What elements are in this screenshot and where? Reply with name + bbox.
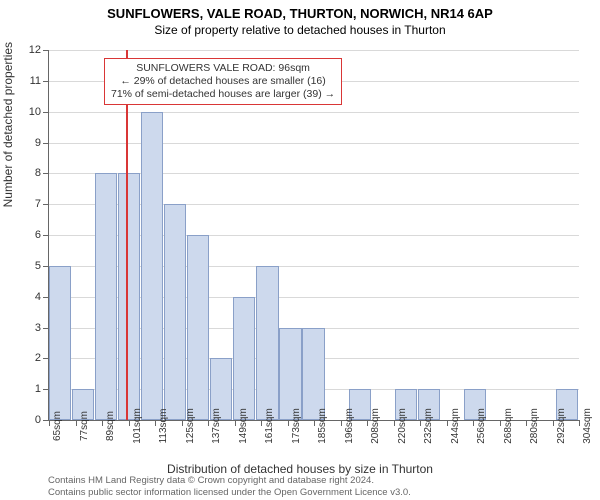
x-tick (155, 420, 156, 426)
chart-title: SUNFLOWERS, VALE ROAD, THURTON, NORWICH,… (0, 0, 600, 21)
y-tick-label: 2 (35, 352, 41, 364)
annotation-line2: ← 29% of detached houses are smaller (16… (111, 75, 335, 88)
x-tick-label: 65sqm (52, 411, 63, 441)
x-tick-label: 173sqm (291, 408, 302, 444)
y-tick-label: 9 (35, 137, 41, 149)
y-tick-label: 0 (35, 414, 41, 426)
x-tick (341, 420, 342, 426)
x-tick-label: 113sqm (158, 409, 169, 444)
annotation-line3: 71% of semi-detached houses are larger (… (111, 88, 335, 101)
y-tick-label: 1 (35, 383, 41, 395)
x-tick-label: 125sqm (185, 408, 196, 444)
x-tick (447, 420, 448, 426)
y-tick-label: 12 (29, 44, 41, 56)
x-tick (76, 420, 77, 426)
chart-subtitle: Size of property relative to detached ho… (0, 21, 600, 37)
annotation-line1: SUNFLOWERS VALE ROAD: 96sqm (111, 62, 335, 75)
x-tick (579, 420, 580, 426)
x-tick (102, 420, 103, 426)
x-tick (526, 420, 527, 426)
histogram-bar (302, 328, 324, 421)
x-tick-label: 196sqm (344, 408, 355, 444)
histogram-bar (256, 266, 278, 420)
x-tick (314, 420, 315, 426)
y-tick-label: 10 (29, 106, 41, 118)
y-tick (43, 143, 49, 144)
footer-line2: Contains public sector information licen… (48, 487, 411, 498)
x-tick (500, 420, 501, 426)
y-tick-label: 11 (30, 75, 41, 87)
marker-line (126, 50, 128, 420)
x-tick (394, 420, 395, 426)
plot-area: SUNFLOWERS VALE ROAD: 96sqm ← 29% of det… (48, 50, 579, 421)
y-tick (43, 173, 49, 174)
x-tick-label: 304sqm (582, 408, 593, 444)
x-tick-label: 185sqm (317, 408, 328, 444)
histogram-bar (279, 328, 301, 421)
x-tick-label: 77sqm (79, 411, 90, 441)
x-tick-label: 232sqm (423, 408, 434, 444)
gridline (49, 50, 579, 51)
histogram-bar (141, 112, 163, 420)
y-tick-label: 5 (35, 260, 41, 272)
footer-line1: Contains HM Land Registry data © Crown c… (48, 475, 411, 486)
x-tick (367, 420, 368, 426)
x-tick (473, 420, 474, 426)
y-tick-label: 8 (35, 167, 41, 179)
x-tick (182, 420, 183, 426)
x-tick (129, 420, 130, 426)
gridline (49, 143, 579, 144)
chart-container: SUNFLOWERS, VALE ROAD, THURTON, NORWICH,… (0, 0, 600, 500)
y-tick-label: 3 (35, 322, 41, 334)
annotation-box: SUNFLOWERS VALE ROAD: 96sqm ← 29% of det… (104, 58, 342, 105)
x-tick-label: 292sqm (556, 408, 567, 444)
x-tick (49, 420, 50, 426)
y-tick (43, 235, 49, 236)
x-tick (553, 420, 554, 426)
x-tick (420, 420, 421, 426)
x-tick (208, 420, 209, 426)
x-axis-label: Distribution of detached houses by size … (0, 462, 600, 476)
y-tick-label: 4 (35, 291, 41, 303)
histogram-bar (49, 266, 71, 420)
y-tick-label: 6 (35, 229, 41, 241)
histogram-bar (233, 297, 255, 420)
x-tick (235, 420, 236, 426)
x-tick-label: 208sqm (370, 408, 381, 444)
x-tick-label: 268sqm (503, 408, 514, 444)
x-tick-label: 256sqm (476, 408, 487, 444)
x-tick-label: 280sqm (529, 408, 540, 444)
x-tick-label: 220sqm (397, 408, 408, 444)
x-tick (261, 420, 262, 426)
x-tick-label: 161sqm (264, 408, 275, 444)
y-tick (43, 50, 49, 51)
y-tick (43, 112, 49, 113)
histogram-bar (118, 173, 140, 420)
histogram-bar (95, 173, 117, 420)
footer: Contains HM Land Registry data © Crown c… (48, 475, 411, 498)
x-tick-label: 89sqm (105, 411, 116, 441)
x-tick-label: 137sqm (211, 408, 222, 444)
y-tick (43, 204, 49, 205)
x-tick-label: 149sqm (238, 408, 249, 444)
histogram-bar (164, 204, 186, 420)
y-tick (43, 81, 49, 82)
x-tick (288, 420, 289, 426)
y-tick-label: 7 (35, 198, 41, 210)
histogram-bar (187, 235, 209, 420)
y-axis-label: Number of detached properties (1, 42, 15, 207)
gridline (49, 112, 579, 113)
x-tick-label: 244sqm (450, 408, 461, 444)
x-tick-label: 101sqm (132, 408, 143, 444)
